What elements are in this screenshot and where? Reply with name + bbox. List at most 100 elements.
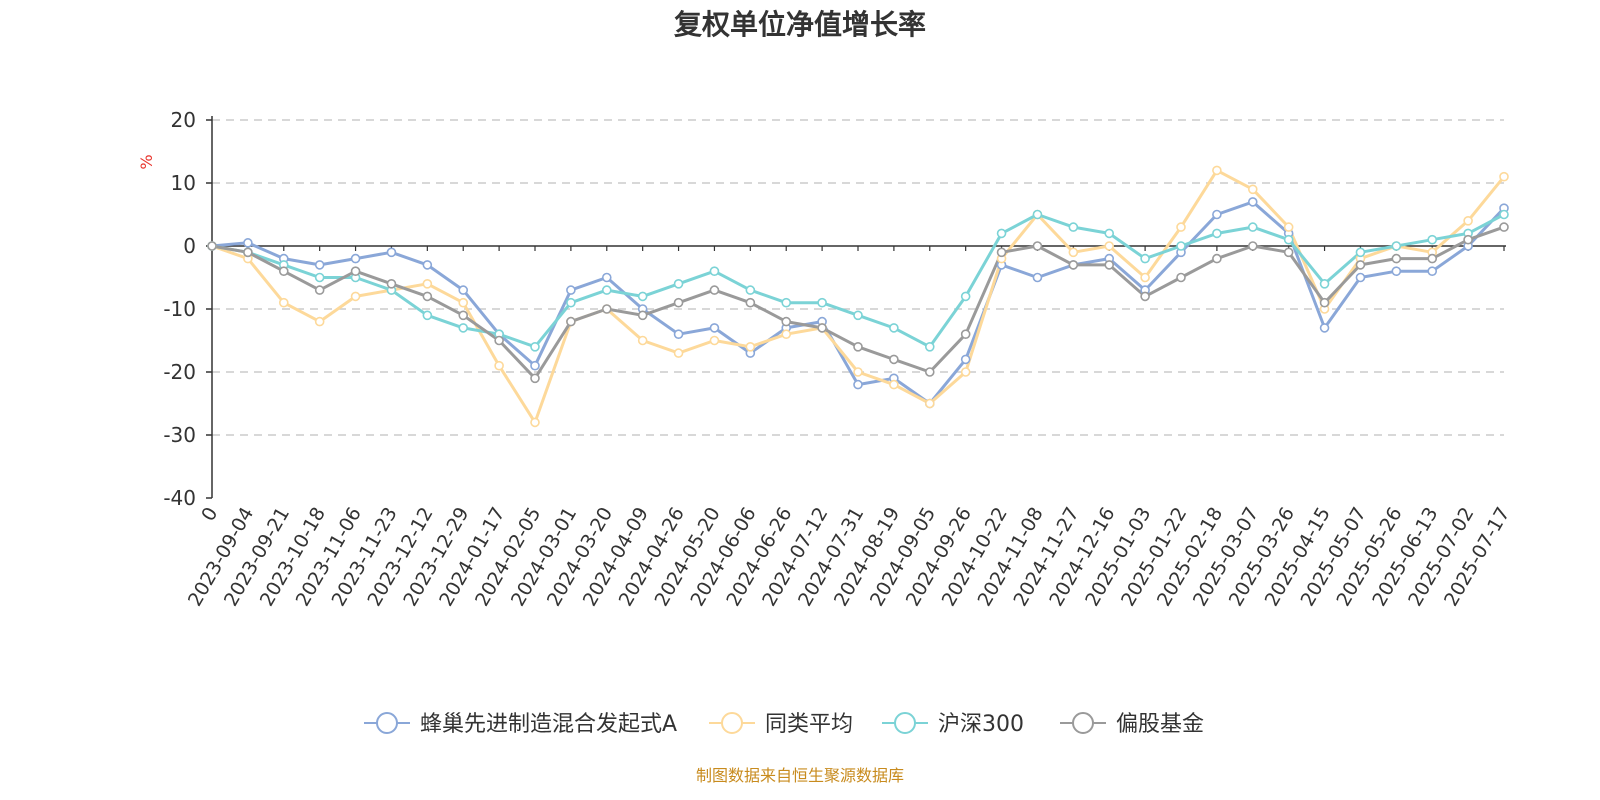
data-point xyxy=(1104,241,1115,251)
data-point xyxy=(1319,278,1330,289)
data-point xyxy=(1212,209,1222,220)
data-point xyxy=(996,247,1007,258)
data-point xyxy=(1140,291,1150,302)
data-point xyxy=(1355,247,1366,258)
data-point xyxy=(530,417,540,428)
data-point xyxy=(673,348,684,358)
data-point xyxy=(853,367,863,377)
data-point xyxy=(924,398,935,409)
data-point xyxy=(422,260,433,270)
data-point xyxy=(709,266,720,277)
data-point xyxy=(924,367,935,377)
data-point xyxy=(458,323,469,333)
data-point xyxy=(1032,241,1043,251)
data-point xyxy=(278,266,289,277)
data-point xyxy=(1427,253,1438,264)
axes xyxy=(206,116,1506,499)
data-point xyxy=(314,260,325,270)
chart-title: 复权单位净值增长率 xyxy=(674,8,926,41)
data-point xyxy=(1463,216,1473,226)
data-point xyxy=(709,285,720,295)
legend-marker xyxy=(721,712,743,734)
data-point xyxy=(1068,222,1079,232)
data-point xyxy=(566,316,576,327)
data-point xyxy=(1499,222,1509,232)
data-point xyxy=(1427,234,1438,245)
data-point xyxy=(1391,241,1402,251)
data-point xyxy=(422,278,433,289)
data-point xyxy=(637,291,648,302)
data-point xyxy=(1212,253,1222,264)
data-point xyxy=(960,367,971,377)
data-point xyxy=(637,335,648,346)
data-point xyxy=(924,341,935,352)
legend-item-3[interactable]: 沪深300 xyxy=(882,712,1024,737)
data-point xyxy=(243,238,253,248)
data-point xyxy=(1032,272,1043,283)
data-point xyxy=(1068,247,1079,258)
x-tick-labels: 02023-09-042023-09-212023-10-182023-11-0… xyxy=(184,504,1514,611)
data-point xyxy=(530,341,540,352)
data-point xyxy=(745,285,756,295)
y-tick-label: -30 xyxy=(163,423,196,447)
data-point xyxy=(817,297,827,308)
data-point xyxy=(1283,234,1294,245)
y-tick-label: -10 xyxy=(163,297,196,321)
data-point xyxy=(1068,260,1079,270)
data-point xyxy=(853,310,863,321)
data-point xyxy=(781,329,792,340)
y-tick-label: 0 xyxy=(183,234,196,258)
data-point xyxy=(1283,247,1294,258)
data-point xyxy=(207,241,217,251)
data-point xyxy=(960,329,971,340)
data-point xyxy=(745,297,756,308)
data-point xyxy=(817,323,827,333)
data-point xyxy=(1104,228,1115,239)
y-tick-label: -40 xyxy=(163,486,196,510)
legend[interactable]: 蜂巢先进制造混合发起式A 同类平均 沪深300 偏股基金 xyxy=(364,712,1204,737)
data-point xyxy=(386,278,397,289)
data-point xyxy=(1355,272,1366,283)
legend-marker xyxy=(376,712,398,734)
data-point xyxy=(422,291,433,302)
data-point xyxy=(314,272,325,283)
legend-marker xyxy=(894,712,916,734)
data-point xyxy=(530,360,540,371)
data-point xyxy=(566,297,576,308)
data-point xyxy=(1032,209,1043,220)
data-point xyxy=(278,297,289,308)
data-point xyxy=(601,304,612,314)
data-point xyxy=(1212,228,1222,239)
data-point xyxy=(566,285,576,295)
data-point xyxy=(673,329,684,340)
data-point xyxy=(1355,260,1366,270)
legend-item-2[interactable]: 同类平均 xyxy=(709,712,853,737)
data-point xyxy=(709,335,720,346)
data-point xyxy=(1176,241,1186,251)
data-point xyxy=(350,266,361,277)
data-point xyxy=(673,297,684,308)
data-point xyxy=(350,291,361,302)
legend-item-1[interactable]: 蜂巢先进制造混合发起式A xyxy=(364,712,677,737)
data-point xyxy=(853,341,863,352)
data-point xyxy=(1463,234,1473,245)
legend-item-4[interactable]: 偏股基金 xyxy=(1060,712,1204,737)
data-point xyxy=(1176,272,1186,283)
y-tick-label: 20 xyxy=(171,108,196,132)
data-point xyxy=(1247,241,1258,251)
data-point xyxy=(709,323,720,333)
data-point xyxy=(889,323,899,333)
data-point xyxy=(889,379,899,390)
data-point xyxy=(996,228,1007,239)
legend-marker xyxy=(1072,712,1094,734)
data-point xyxy=(1247,184,1258,195)
data-point xyxy=(1212,165,1222,176)
data-point xyxy=(530,373,540,384)
data-point xyxy=(494,360,504,371)
legend-label: 沪深300 xyxy=(938,712,1024,737)
y-tick-label: 10 xyxy=(171,171,196,195)
data-point xyxy=(960,354,971,365)
data-point xyxy=(781,316,792,327)
